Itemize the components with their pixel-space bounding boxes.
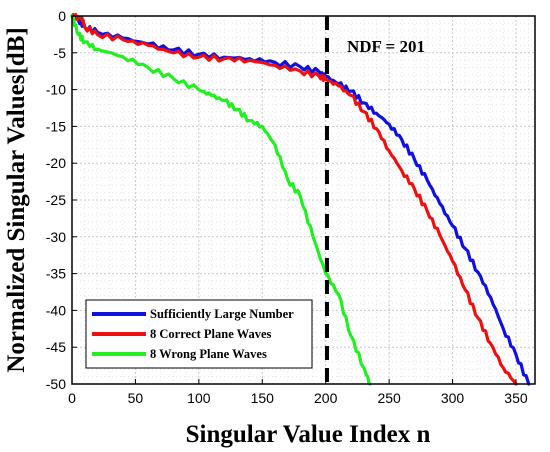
- x-tick-label: 0: [68, 390, 76, 406]
- y-tick-label: -40: [46, 302, 66, 318]
- y-tick-label: -5: [54, 45, 67, 61]
- y-tick-label: -45: [46, 339, 66, 355]
- y-tick-label: -30: [46, 229, 66, 245]
- x-tick-label: 300: [441, 390, 465, 406]
- x-tick-label: 350: [504, 390, 528, 406]
- y-tick-label: -10: [46, 82, 66, 98]
- x-tick-label: 150: [251, 390, 275, 406]
- legend: Sufficiently Large Number 8 Correct Plane…: [85, 299, 313, 369]
- legend-label: 8 Correct Plane Waves: [150, 327, 272, 341]
- y-axis-title: Normalized Singular Values[dB]: [3, 27, 30, 372]
- y-tick-label: -15: [46, 118, 66, 134]
- series-line-2: [70, 13, 518, 386]
- series-lines: [70, 13, 531, 386]
- y-tick-label: -25: [46, 192, 66, 208]
- x-tick-label: 250: [377, 390, 401, 406]
- series-line-3: [70, 14, 372, 386]
- y-tick-label: -20: [46, 155, 66, 171]
- legend-label: Sufficiently Large Number: [150, 307, 294, 321]
- x-tick-label: 200: [314, 390, 338, 406]
- x-tick-label: 100: [187, 390, 211, 406]
- legend-label: 8 Wrong Plane Waves: [150, 347, 267, 361]
- x-axis-title: Singular Value Index n: [186, 421, 431, 448]
- y-tick-label: -50: [46, 376, 66, 392]
- y-tick-label: -35: [46, 266, 66, 282]
- x-tick-label: 50: [128, 390, 144, 406]
- ndf-annotation: NDF = 201: [347, 37, 425, 56]
- ticks: 0 50 100 150 200 250 300 350 0 -5 -10 -15 -20 -25 -30 -…: [46, 8, 528, 406]
- y-tick-label: 0: [58, 8, 66, 24]
